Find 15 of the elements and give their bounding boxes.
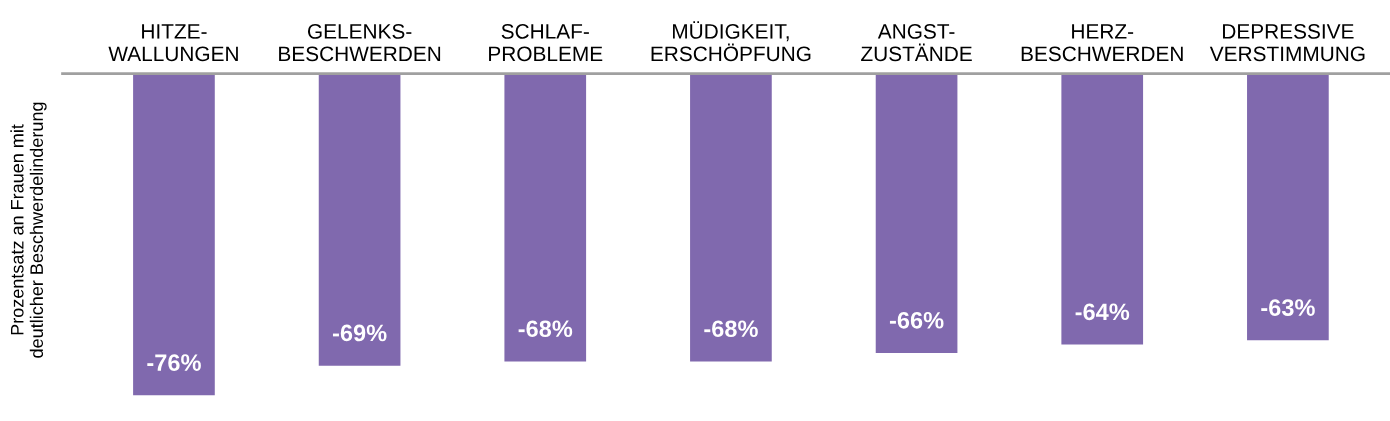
x-tick-label: DEPRESSIVE VERSTIMMUNG — [1209, 24, 1365, 62]
data-label: -64% — [1075, 303, 1130, 321]
x-tick-label: MÜDIGKEIT, ERSCHÖPFUNG — [651, 21, 811, 62]
x-tick-label: ANGST- ZUSTÄNDE — [861, 24, 972, 62]
x-tick-label: GELENKS- BESCHWERDEN — [279, 24, 441, 62]
x-tick-label: SCHLAF- PROBLEME — [489, 24, 603, 62]
data-label: -63% — [1261, 299, 1315, 316]
data-label: -68% — [518, 320, 573, 338]
data-label: -66% — [889, 311, 944, 329]
x-tick-label: HITZE- WALLUNGEN — [108, 24, 238, 62]
x-tick-label: HERZ- BESCHWERDEN — [1021, 24, 1183, 62]
data-label: -76% — [147, 354, 201, 371]
data-label: -69% — [332, 324, 387, 342]
y-axis-title: Prozentsatz an Frauen mit deutlicher Beschwerdelinderung — [10, 102, 47, 358]
data-label: -68% — [704, 320, 758, 338]
